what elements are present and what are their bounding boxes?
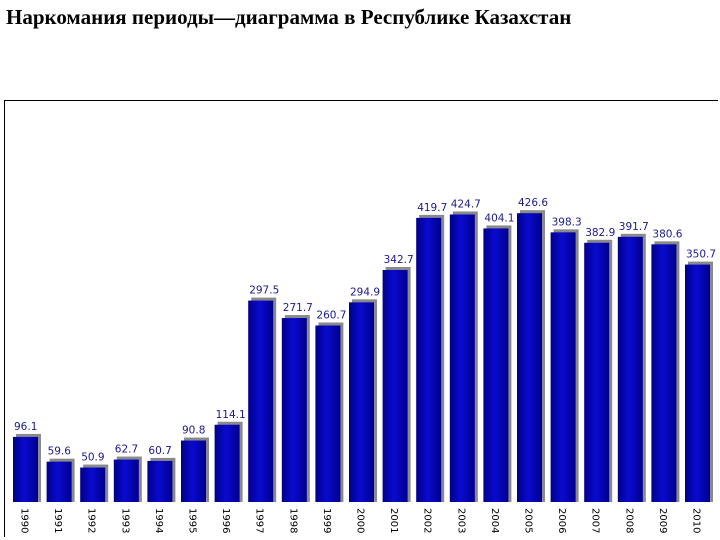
page-title: Наркомания периоды—диаграмма в Республик… [6, 5, 572, 29]
value-label: 59.6 [48, 446, 72, 458]
x-tick-label: 2001 [388, 508, 399, 533]
value-label: 50.9 [81, 452, 104, 464]
value-label: 424.7 [451, 198, 481, 210]
value-label: 398.3 [552, 216, 582, 228]
x-tick-label: 2009 [657, 508, 668, 533]
bar-1995 [181, 440, 206, 502]
value-label: 294.9 [350, 286, 380, 298]
bar-2003 [449, 214, 475, 503]
value-label: 342.7 [384, 254, 414, 266]
bar-2006 [550, 232, 576, 503]
x-tick-label: 1992 [86, 508, 97, 533]
x-tick-label: 1994 [153, 508, 164, 533]
value-label: 62.7 [115, 444, 138, 456]
value-label: 260.7 [316, 310, 346, 322]
value-label: 114.1 [216, 409, 246, 421]
value-label: 380.6 [652, 228, 682, 240]
value-label: 60.7 [148, 445, 171, 457]
value-label: 391.7 [619, 221, 649, 233]
bar-2004 [483, 228, 509, 502]
value-label: 96.1 [14, 421, 37, 433]
x-tick-label: 2007 [590, 508, 601, 533]
x-tick-label: 2003 [455, 508, 466, 533]
bar-2000 [349, 302, 374, 502]
value-label: 90.8 [182, 425, 205, 437]
value-label: 404.1 [484, 212, 514, 224]
bar-2009 [651, 244, 677, 502]
bar-2002 [416, 217, 442, 502]
x-tick-label: 1991 [52, 508, 63, 533]
x-tick-label: 1999 [321, 508, 332, 533]
x-tick-label: 2006 [556, 508, 567, 533]
bar-1996 [214, 424, 240, 502]
bar-1997 [248, 300, 274, 502]
bar-1993 [113, 459, 139, 502]
bar-2001 [382, 269, 408, 502]
value-label: 297.5 [249, 285, 279, 297]
bar-1991 [46, 461, 72, 502]
x-tick-label: 1990 [19, 508, 30, 533]
value-label: 350.7 [686, 249, 716, 261]
bar-1994 [147, 460, 173, 502]
x-tick-label: 2005 [523, 508, 534, 533]
x-tick-label: 1996 [220, 508, 231, 533]
x-tick-label: 1995 [187, 508, 198, 533]
value-label: 419.7 [417, 202, 447, 214]
bar-2008 [617, 236, 643, 503]
bar-1992 [80, 467, 106, 502]
x-tick-label: 2010 [691, 508, 702, 533]
value-label: 271.7 [283, 302, 313, 314]
bar-1990 [13, 436, 38, 502]
bar-1999 [315, 325, 341, 502]
x-tick-label: 2000 [355, 508, 366, 533]
x-tick-label: 2002 [422, 508, 433, 533]
x-tick-label: 1998 [287, 508, 298, 533]
x-tick-label: 2008 [623, 508, 634, 533]
value-label: 382.9 [585, 227, 615, 239]
bar-chart: 96.1 1990 59.6 1991 50.9 1992 62.7 1993 60.7 1994… [13, 197, 716, 533]
bar-2010 [685, 264, 710, 502]
bar-2005 [517, 213, 542, 502]
value-label: 426.6 [518, 197, 548, 209]
bar-1998 [281, 318, 307, 502]
x-tick-label: 1993 [119, 508, 130, 533]
chart-area: 96.1 1990 59.6 1991 50.9 1992 62.7 1993 60.7 1994… [4, 100, 718, 537]
x-tick-label: 2004 [489, 508, 500, 533]
bar-2007 [584, 242, 610, 502]
x-tick-label: 1997 [254, 508, 265, 533]
